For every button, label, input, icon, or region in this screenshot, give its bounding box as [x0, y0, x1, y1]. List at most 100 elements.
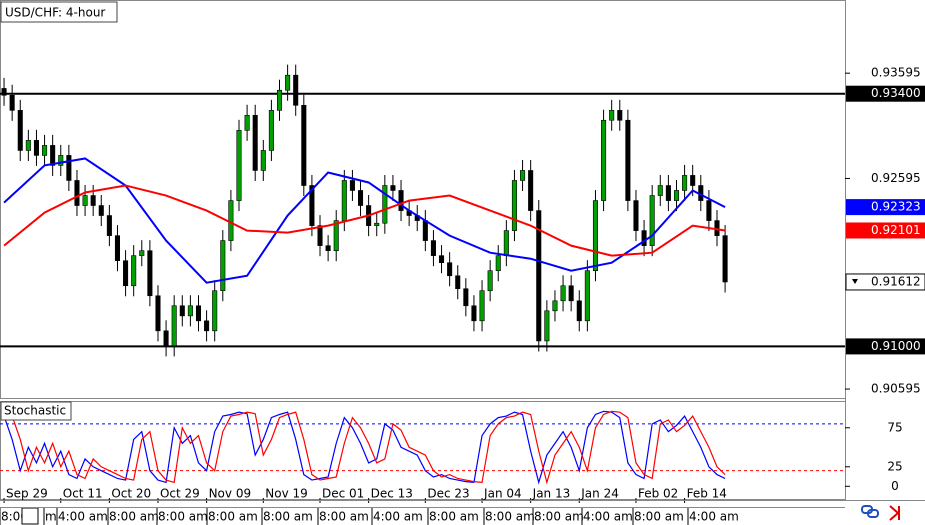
price-arrow — [852, 278, 858, 284]
candle-body — [503, 230, 509, 256]
candle-body — [301, 104, 307, 186]
candle-body — [155, 295, 161, 332]
candle-body — [430, 240, 436, 256]
ma-label: 0.92323 — [871, 200, 921, 214]
candle-body — [260, 150, 266, 171]
candle-body — [665, 185, 671, 201]
candle-body — [293, 74, 299, 106]
link-icon-part — [867, 509, 879, 518]
candle-body — [690, 175, 696, 186]
x-tick-label: Jan 04 — [483, 487, 522, 501]
time-label: 8:00 am — [208, 510, 258, 524]
title-box — [0, 1, 118, 23]
candle-body — [682, 175, 688, 191]
x-tick-label: Dec 13 — [371, 487, 413, 501]
candle-body — [42, 145, 48, 156]
candle-body — [560, 285, 566, 302]
candle-body — [66, 155, 72, 181]
candle-body — [123, 260, 129, 287]
price-label: 0.91612 — [871, 274, 921, 288]
candle-body — [374, 222, 380, 226]
candle-body — [633, 200, 639, 231]
candle-body — [33, 140, 39, 156]
time-label: 8:00 am — [319, 510, 369, 524]
candle-body — [649, 195, 655, 246]
time-label: 8:00 am — [634, 510, 684, 524]
candle-body — [171, 305, 177, 347]
candle-body — [511, 180, 517, 231]
time-label: 4:00 am — [58, 510, 108, 524]
candle-body — [544, 310, 550, 342]
x-tick-label: Jan 13 — [532, 487, 571, 501]
candle-body — [528, 170, 534, 211]
time-cursor-box — [21, 507, 39, 525]
candle-body — [673, 190, 680, 201]
y-tick-label: 0.90595 — [871, 382, 921, 396]
level-label-box — [846, 85, 925, 102]
candle-body — [147, 250, 153, 297]
candle-body — [309, 185, 315, 226]
stoch-tick-label: 25 — [887, 459, 902, 473]
candle-body — [552, 300, 558, 312]
candle-body — [398, 190, 404, 211]
ma-label-box — [846, 222, 925, 239]
x-tick-label: Jan 24 — [580, 487, 619, 501]
candle-body — [479, 290, 485, 322]
candle-body — [592, 200, 598, 272]
candle-body — [106, 215, 112, 236]
candle-body — [317, 225, 323, 246]
candle-body — [601, 119, 607, 201]
candle-body — [244, 114, 250, 131]
candle-body — [276, 89, 283, 111]
candle-body — [131, 255, 137, 287]
candle-body — [17, 110, 23, 151]
stochastic-title: Stochastic — [4, 404, 66, 418]
candle-body — [74, 180, 80, 206]
candle-body — [268, 110, 274, 151]
scroll-end-icon[interactable] — [889, 505, 900, 521]
candle-body — [641, 230, 647, 246]
candle-body — [204, 320, 210, 332]
candle-body — [9, 94, 15, 111]
candle-body — [187, 305, 193, 317]
candle-body — [706, 200, 712, 221]
x-tick-label: Oct 20 — [111, 487, 151, 501]
candle-body — [90, 195, 96, 206]
x-tick-label: Nov 19 — [265, 487, 308, 501]
candle-body — [1, 88, 7, 96]
candle-body — [341, 180, 347, 221]
time-label: 4:00 am — [689, 510, 739, 524]
marks — [0, 64, 845, 485]
candle-body — [487, 270, 493, 292]
level-label: 0.91000 — [871, 339, 921, 353]
time-label: m — [45, 510, 57, 524]
time-label: 4:00 am — [373, 510, 423, 524]
candle-body — [179, 305, 185, 317]
candle-body — [139, 250, 145, 256]
x-tick-label: Oct 29 — [160, 487, 200, 501]
candle-body — [568, 285, 574, 302]
candle-body — [114, 235, 121, 262]
toolbar-icons — [861, 505, 900, 521]
level-label-box — [846, 338, 925, 355]
candle-body — [212, 290, 218, 332]
candle-body — [617, 110, 623, 121]
candle-body — [447, 262, 453, 277]
candle-body — [520, 170, 526, 181]
x-tick-label: Feb 02 — [638, 487, 678, 501]
candle-body — [236, 130, 242, 201]
stoch-tick-label: 75 — [887, 420, 902, 434]
candle-body — [357, 190, 364, 206]
candle-body — [463, 288, 469, 307]
candle-body — [333, 220, 339, 251]
stochastic-title-box — [0, 401, 72, 421]
candle-body — [722, 235, 728, 283]
price-label-box — [845, 273, 925, 291]
ma-label-box — [846, 199, 925, 216]
candle-body — [536, 210, 542, 342]
y-tick-label: 0.92595 — [871, 171, 921, 185]
x-tick-label: Sep 29 — [6, 487, 48, 501]
candle-body — [195, 305, 202, 322]
candle-body — [50, 145, 56, 166]
candle-body — [495, 255, 501, 272]
